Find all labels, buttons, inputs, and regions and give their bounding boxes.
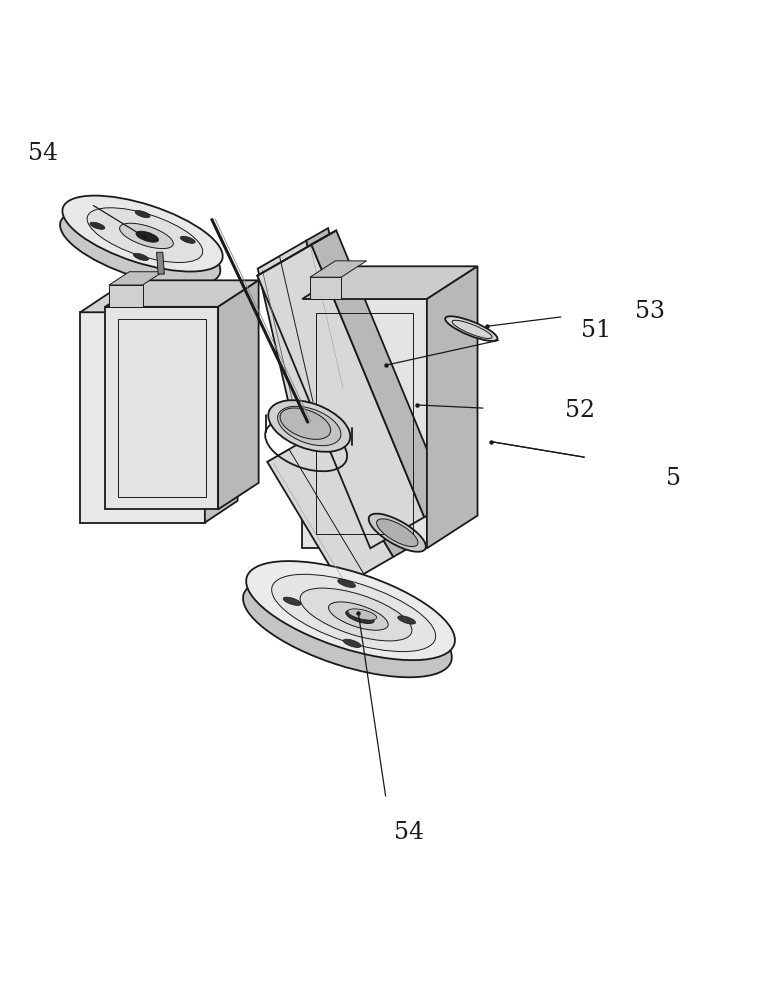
- Ellipse shape: [243, 578, 452, 677]
- Ellipse shape: [338, 579, 355, 587]
- Ellipse shape: [347, 609, 377, 620]
- Polygon shape: [319, 420, 415, 557]
- Text: 54: 54: [28, 142, 58, 165]
- Ellipse shape: [268, 400, 351, 452]
- Polygon shape: [257, 244, 425, 548]
- Ellipse shape: [62, 196, 223, 272]
- Ellipse shape: [280, 408, 331, 439]
- Polygon shape: [80, 290, 238, 312]
- Polygon shape: [427, 266, 478, 548]
- Polygon shape: [302, 266, 478, 299]
- Polygon shape: [267, 432, 393, 586]
- Polygon shape: [157, 252, 164, 274]
- Ellipse shape: [60, 210, 220, 286]
- Ellipse shape: [277, 406, 341, 446]
- Polygon shape: [258, 241, 340, 414]
- Polygon shape: [105, 307, 218, 509]
- Text: 54: 54: [394, 821, 424, 844]
- Polygon shape: [80, 312, 205, 523]
- Text: 53: 53: [636, 300, 665, 323]
- Ellipse shape: [272, 574, 435, 652]
- Ellipse shape: [368, 514, 426, 552]
- Ellipse shape: [346, 610, 374, 623]
- Polygon shape: [257, 262, 395, 548]
- Polygon shape: [310, 261, 367, 277]
- Text: 51: 51: [581, 319, 611, 342]
- Ellipse shape: [300, 588, 412, 641]
- Text: 5: 5: [666, 467, 682, 490]
- Ellipse shape: [120, 223, 173, 249]
- Ellipse shape: [445, 316, 498, 341]
- Ellipse shape: [136, 231, 158, 242]
- Ellipse shape: [344, 639, 361, 647]
- Ellipse shape: [398, 616, 415, 624]
- Ellipse shape: [87, 208, 203, 262]
- Ellipse shape: [376, 519, 418, 547]
- Polygon shape: [109, 285, 143, 307]
- Polygon shape: [205, 290, 238, 523]
- Polygon shape: [109, 272, 163, 285]
- Ellipse shape: [246, 561, 455, 660]
- Polygon shape: [218, 280, 259, 509]
- Polygon shape: [302, 299, 427, 548]
- Ellipse shape: [329, 602, 388, 630]
- Ellipse shape: [135, 211, 150, 218]
- Ellipse shape: [133, 253, 149, 260]
- Ellipse shape: [180, 236, 196, 243]
- Polygon shape: [105, 280, 259, 307]
- Ellipse shape: [284, 597, 301, 605]
- Polygon shape: [306, 228, 361, 386]
- Text: 52: 52: [566, 399, 595, 422]
- Polygon shape: [310, 277, 341, 299]
- Polygon shape: [312, 230, 449, 517]
- Ellipse shape: [90, 222, 105, 229]
